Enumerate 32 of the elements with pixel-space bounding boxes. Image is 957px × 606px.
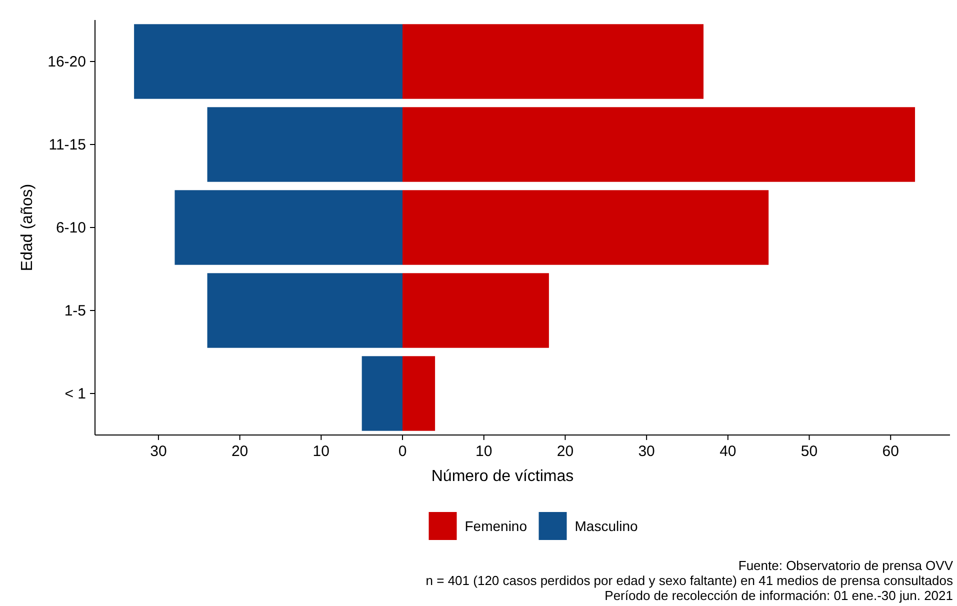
- bar: [402, 24, 704, 99]
- x-tick-label: 40: [720, 443, 736, 460]
- bar: [402, 273, 549, 348]
- y-tick-label: < 1: [64, 386, 86, 402]
- bar: [207, 273, 403, 348]
- x-tick-label: 0: [398, 443, 407, 460]
- x-tick-label: 30: [150, 443, 167, 460]
- text: Período de recolección de información: 01 ene.-30 jun. 2021: [604, 588, 953, 603]
- y-tick-label: 6-10: [56, 220, 86, 236]
- bar: [402, 190, 769, 265]
- x-tick-label: 60: [882, 443, 899, 460]
- y-tick-label: 11-15: [48, 136, 86, 154]
- bar: [207, 107, 403, 182]
- text: n = 401 (120 casos perdidos por edad y sexo faltante) en 41 medios de prensa consultados: [426, 573, 954, 588]
- bar: [402, 107, 916, 182]
- bar: [174, 190, 403, 265]
- bar: [134, 24, 403, 99]
- x-tick-label: 10: [312, 443, 330, 460]
- legend-label: Masculino: [574, 518, 638, 534]
- legend-label: Femenino: [464, 518, 528, 534]
- y-axis-title: Edad (años): [19, 184, 36, 272]
- y-tick-label: 16-20: [48, 54, 86, 70]
- bar: [362, 356, 403, 431]
- x-tick-label: 30: [638, 443, 655, 460]
- y-tick-label: 1-5: [64, 302, 86, 320]
- x-tick-label: 20: [556, 443, 574, 460]
- x-tick-label: 50: [800, 443, 818, 460]
- bar: [402, 356, 436, 431]
- source-note: Fuente: Observatorio de prensa OVV: [738, 558, 954, 573]
- x-tick-label: 10: [476, 443, 492, 460]
- x-tick-label: 20: [231, 443, 248, 460]
- x-axis-title: Número de víctimas: [431, 468, 574, 485]
